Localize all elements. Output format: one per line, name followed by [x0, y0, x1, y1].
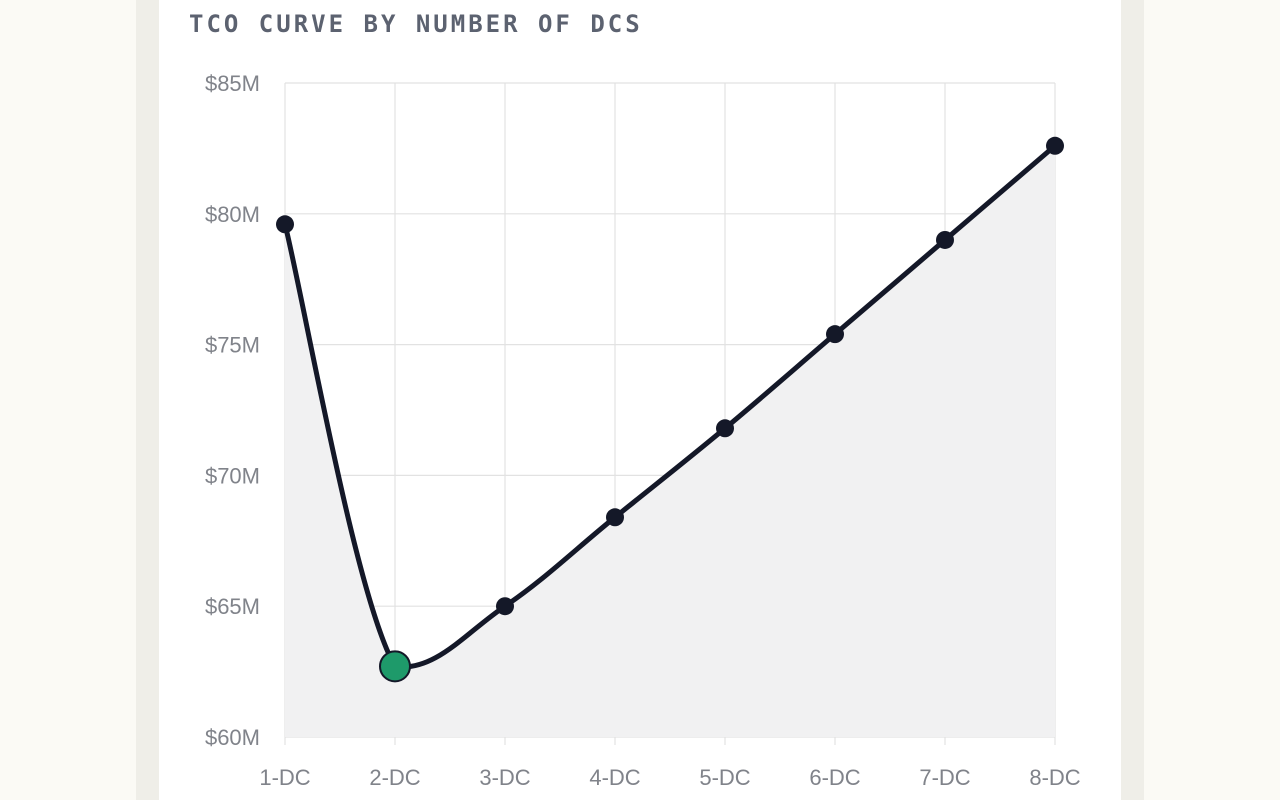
data-point — [606, 508, 624, 527]
x-tick-label: 6-DC — [809, 765, 860, 790]
x-tick-label: 4-DC — [589, 765, 640, 790]
y-tick-label: $85M — [205, 71, 260, 96]
x-tick-label: 7-DC — [919, 765, 970, 790]
y-tick-label: $70M — [205, 463, 260, 488]
data-point-highlight — [379, 650, 411, 683]
y-tick-label: $60M — [205, 725, 260, 750]
x-tick-label: 5-DC — [699, 765, 750, 790]
x-tick-label: 8-DC — [1029, 765, 1080, 790]
y-tick-label: $65M — [205, 594, 260, 619]
y-tick-label: $75M — [205, 333, 260, 358]
x-tick-label: 1-DC — [259, 765, 310, 790]
points-layer — [276, 136, 1064, 683]
data-point — [496, 597, 514, 616]
x-tick-label: 2-DC — [369, 765, 420, 790]
data-point — [1046, 136, 1064, 155]
x-axis-ticks: 1-DC 2-DC 3-DC 4-DC 5-DC 6-DC 7-DC 8-DC — [259, 765, 1080, 790]
y-axis-ticks: $60M $65M $70M $75M $80M $85M — [205, 71, 260, 750]
chart-title: TCO CURVE BY NUMBER OF DCS — [189, 10, 643, 38]
y-tick-label: $80M — [205, 202, 260, 227]
data-point — [276, 215, 294, 234]
series-line — [282, 143, 1057, 670]
data-point — [716, 419, 734, 438]
x-tick-label: 3-DC — [479, 765, 530, 790]
data-point — [826, 325, 844, 344]
data-point — [936, 230, 954, 249]
area-fill — [285, 145, 1055, 737]
